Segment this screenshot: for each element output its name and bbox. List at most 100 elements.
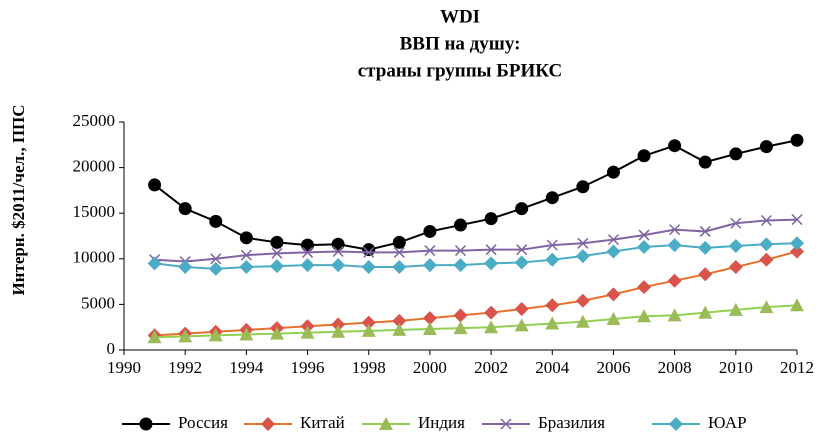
chart-title: страны группы БРИКС [358,60,563,81]
marker [392,260,407,275]
marker [606,311,621,325]
marker [790,244,804,259]
legend-label: ЮАР [708,413,747,432]
marker [514,318,529,332]
marker [240,249,252,261]
marker [728,302,743,316]
marker [269,326,284,340]
marker [300,258,315,273]
marker [147,256,162,271]
marker [545,191,559,205]
y-tick-label: 0 [107,339,116,358]
marker [759,237,774,252]
marker [790,236,804,251]
marker [637,239,652,254]
marker [332,245,344,258]
marker [698,305,713,319]
chart-title: ВВП на душу: [400,33,521,54]
marker [637,280,652,295]
marker [576,180,590,194]
marker [575,249,590,264]
marker [302,246,314,258]
x-tick-label: 1998 [352,358,386,377]
marker [208,328,223,342]
marker [607,234,619,246]
legend-marker [669,417,683,431]
x-tick-label: 2008 [658,358,692,377]
marker [484,212,498,226]
marker [331,258,346,273]
y-tick-label: 15000 [73,202,116,221]
marker [545,316,560,330]
legend-marker [379,417,393,430]
x-tick-label: 1994 [229,358,264,377]
legend-marker [139,417,153,431]
marker [637,149,651,163]
x-tick-label: 2000 [413,358,447,377]
x-tick-label: 2004 [535,358,570,377]
marker [148,178,162,192]
marker [422,322,437,336]
series-line [154,242,798,270]
marker [147,330,162,344]
marker [546,239,558,251]
y-tick-label: 10000 [73,248,116,267]
marker [514,255,529,270]
marker [208,261,223,276]
marker [728,239,743,254]
marker [606,287,621,302]
marker [759,252,774,267]
marker [759,140,773,154]
marker [790,133,804,147]
x-tick-label: 1990 [107,358,141,377]
x-tick-label: 2006 [596,358,630,377]
x-tick-label: 1996 [291,358,325,377]
marker [638,229,650,241]
marker [270,235,284,249]
marker [178,329,193,343]
marker [454,218,467,232]
marker [392,313,407,328]
series-line [154,218,798,263]
marker [392,235,406,249]
x-tick-label: 2010 [719,358,753,377]
marker [484,256,499,271]
x-tick-label: 1992 [168,358,202,377]
series-line [153,139,798,251]
marker [178,202,192,216]
marker [575,293,590,308]
x-tick-label: 2012 [780,358,814,377]
marker [728,260,743,275]
marker [300,325,315,339]
series-line [154,250,798,337]
marker [271,247,283,259]
marker [698,267,713,282]
marker [484,320,499,334]
marker [210,253,222,265]
marker [516,244,528,256]
marker [667,308,682,322]
marker [424,245,436,257]
legend-label: Россия [178,413,228,432]
marker [485,244,497,256]
marker [363,246,375,258]
marker [760,214,772,227]
marker [791,214,803,226]
marker [698,240,713,255]
marker [239,231,253,245]
y-tick-label: 5000 [81,293,115,312]
marker [545,298,560,313]
marker [729,147,743,161]
marker [667,238,682,253]
marker [423,224,437,238]
marker [301,238,315,252]
legend-marker [500,418,512,430]
marker [514,301,529,316]
marker [575,314,590,328]
marker [759,300,774,314]
marker [790,298,804,312]
marker [606,244,621,259]
marker [453,321,468,335]
legend-label: Индия [418,413,465,432]
